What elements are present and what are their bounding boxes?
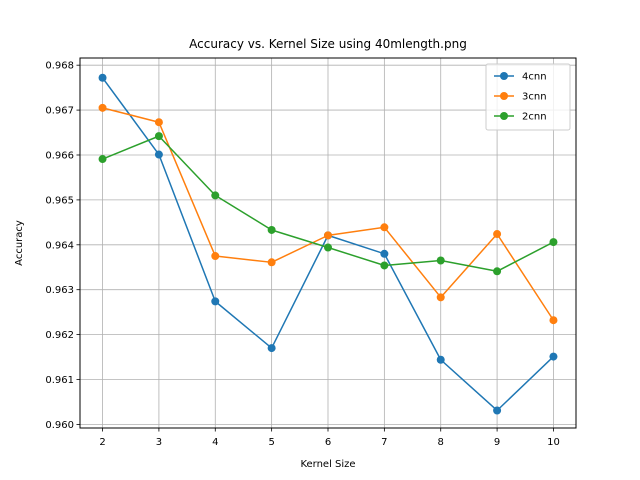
y-tick-label: 0.964 [45,240,74,251]
x-tick-label: 2 [99,437,105,448]
legend-swatch-marker [500,72,508,80]
legend-label: 3cnn [522,92,547,103]
data-point [98,73,107,82]
x-tick-label: 7 [381,437,387,448]
legend-swatch-marker [500,92,508,100]
legend-item-4cnn: 4cnn [494,72,547,83]
data-point [154,118,163,127]
data-point [493,267,502,276]
data-point [211,252,220,261]
y-tick-label: 0.966 [45,150,74,161]
data-point [211,297,220,306]
y-tick-label: 0.967 [45,106,74,117]
legend: 4cnn 3cnn 2cnn [485,63,571,131]
data-point [98,155,107,164]
data-point [211,191,220,200]
data-point [267,258,276,267]
series-3cnn [98,103,558,325]
y-tick-label: 0.968 [45,61,74,72]
y-tick-label: 0.963 [45,285,74,296]
x-axis: 2 3 4 5 6 7 8 9 10 [99,428,560,448]
x-tick-label: 4 [212,437,218,448]
data-point [493,406,502,415]
data-point [267,225,276,234]
x-tick-label: 9 [494,437,500,448]
x-tick-label: 3 [156,437,162,448]
data-point [380,261,389,270]
y-tick-label: 0.961 [45,375,74,386]
y-axis-label: Accuracy [14,220,25,266]
data-point [154,132,163,141]
legend-item-2cnn: 2cnn [494,112,547,123]
series-2cnn [98,132,558,276]
legend-swatch-marker [500,112,508,120]
data-point [154,150,163,159]
legend-item-3cnn: 3cnn [494,92,547,103]
y-axis: 0.960 0.961 0.962 0.963 0.964 0.965 0.966 0.967… [45,61,80,431]
data-point [324,231,332,240]
data-point [267,344,276,353]
data-point [436,256,445,265]
data-point [380,249,389,258]
x-tick-label: 8 [438,437,444,448]
x-tick-label: 10 [547,437,560,448]
data-point [436,355,445,364]
series-layer [98,73,558,415]
y-tick-label: 0.962 [45,330,74,341]
x-tick-label: 5 [268,437,274,448]
data-point [549,352,558,361]
data-point [436,293,445,302]
legend-label: 4cnn [522,72,547,83]
legend-label: 2cnn [522,112,547,123]
x-axis-label: Kernel Size [300,459,355,470]
data-point [549,316,558,325]
data-point [380,223,389,232]
data-point [549,238,558,247]
data-point [493,230,502,239]
x-tick-label: 6 [325,437,331,448]
data-point [324,243,332,252]
y-tick-label: 0.960 [45,420,74,431]
data-point [98,103,107,112]
chart-title: Accuracy vs. Kernel Size using 40mlength… [189,37,467,51]
y-tick-label: 0.965 [45,195,74,206]
